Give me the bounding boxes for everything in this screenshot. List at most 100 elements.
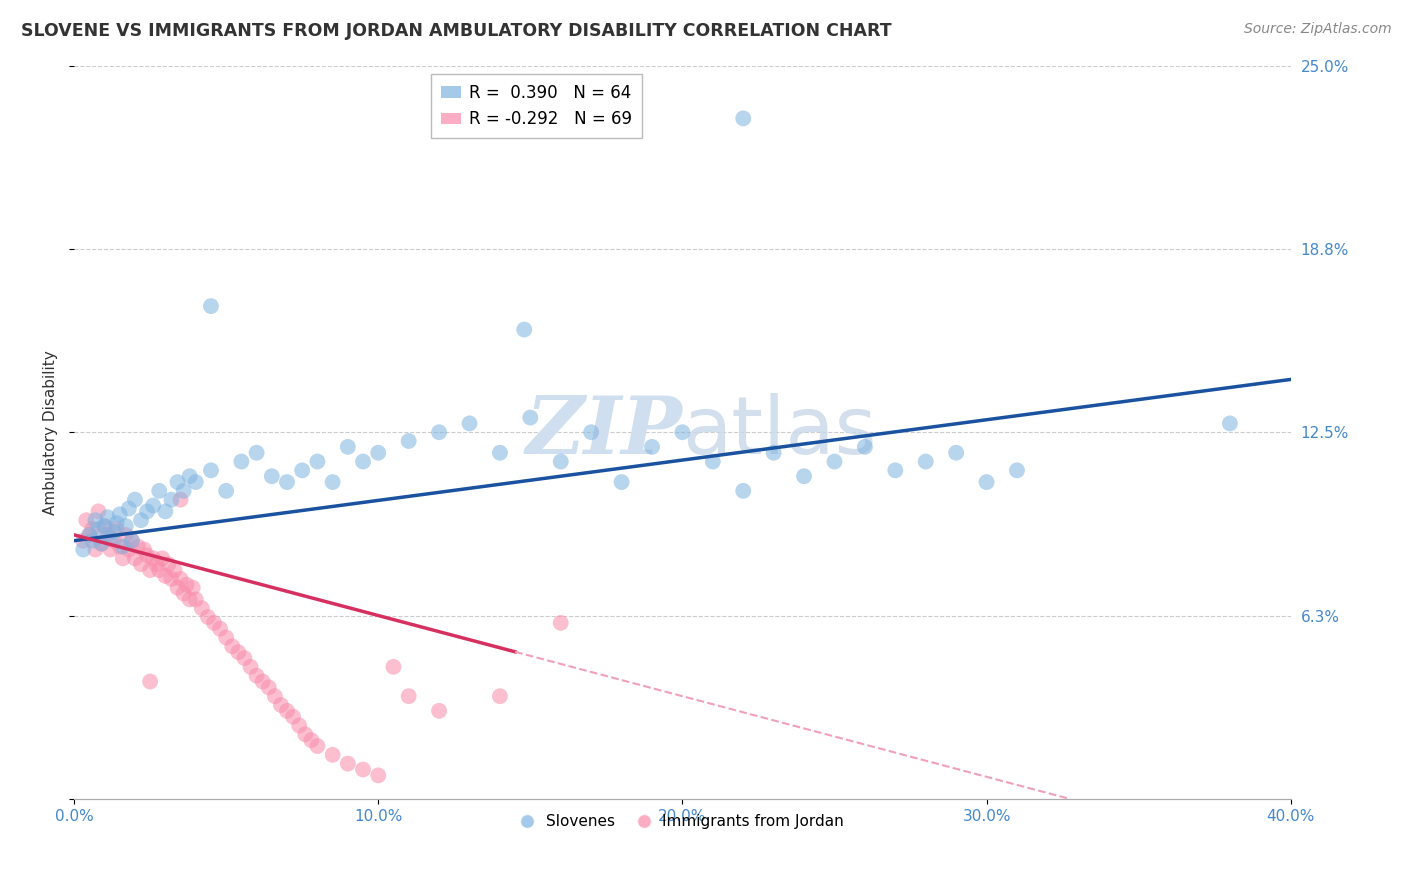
Point xyxy=(200,463,222,477)
Point xyxy=(142,499,165,513)
Y-axis label: Ambulatory Disability: Ambulatory Disability xyxy=(44,350,58,515)
Point xyxy=(671,425,693,440)
Point xyxy=(291,463,314,477)
Point xyxy=(884,463,907,477)
Point xyxy=(733,483,755,498)
Point xyxy=(824,454,846,468)
Point xyxy=(352,763,374,777)
Point xyxy=(127,540,149,554)
Point xyxy=(82,522,104,536)
Point xyxy=(148,563,170,577)
Point xyxy=(103,533,125,548)
Point xyxy=(231,454,253,468)
Point xyxy=(519,410,541,425)
Point xyxy=(299,733,322,747)
Point xyxy=(129,558,152,572)
Point xyxy=(166,475,188,489)
Point xyxy=(155,569,177,583)
Point xyxy=(150,551,173,566)
Point xyxy=(762,446,785,460)
Point xyxy=(114,519,136,533)
Point xyxy=(155,504,177,518)
Point xyxy=(103,524,125,539)
Point xyxy=(184,592,207,607)
Point xyxy=(270,698,292,712)
Legend: Slovenes, Immigrants from Jordan: Slovenes, Immigrants from Jordan xyxy=(515,808,849,835)
Point xyxy=(733,112,755,126)
Point xyxy=(105,516,128,530)
Point xyxy=(87,522,110,536)
Point xyxy=(169,492,191,507)
Point xyxy=(124,551,146,566)
Point xyxy=(173,483,195,498)
Point xyxy=(200,299,222,313)
Point xyxy=(118,542,141,557)
Point xyxy=(458,417,481,431)
Point xyxy=(166,581,188,595)
Text: Source: ZipAtlas.com: Source: ZipAtlas.com xyxy=(1244,22,1392,37)
Point xyxy=(550,454,572,468)
Point xyxy=(288,718,311,732)
Point xyxy=(513,322,536,336)
Point xyxy=(157,558,180,572)
Point xyxy=(93,519,115,533)
Point xyxy=(489,446,512,460)
Point xyxy=(111,551,134,566)
Point xyxy=(245,446,267,460)
Point xyxy=(336,756,359,771)
Point xyxy=(610,475,633,489)
Point xyxy=(169,572,191,586)
Point xyxy=(367,768,389,782)
Point xyxy=(139,674,162,689)
Point xyxy=(75,513,97,527)
Point xyxy=(139,563,162,577)
Point xyxy=(352,454,374,468)
Point xyxy=(1005,463,1028,477)
Point xyxy=(148,483,170,498)
Point xyxy=(228,645,250,659)
Point xyxy=(276,475,298,489)
Point xyxy=(550,615,572,630)
Point xyxy=(181,581,204,595)
Point xyxy=(121,533,143,548)
Point xyxy=(398,689,420,703)
Point xyxy=(427,704,450,718)
Point xyxy=(136,504,159,518)
Point xyxy=(945,446,967,460)
Point xyxy=(87,504,110,518)
Point xyxy=(221,640,243,654)
Point xyxy=(108,540,131,554)
Point xyxy=(294,727,316,741)
Text: atlas: atlas xyxy=(682,393,877,471)
Point xyxy=(245,668,267,682)
Point xyxy=(1219,417,1241,431)
Text: SLOVENE VS IMMIGRANTS FROM JORDAN AMBULATORY DISABILITY CORRELATION CHART: SLOVENE VS IMMIGRANTS FROM JORDAN AMBULA… xyxy=(21,22,891,40)
Point xyxy=(111,540,134,554)
Text: ZIP: ZIP xyxy=(526,393,682,471)
Point xyxy=(72,542,94,557)
Point xyxy=(489,689,512,703)
Point xyxy=(215,631,238,645)
Point xyxy=(84,542,107,557)
Point xyxy=(641,440,664,454)
Point xyxy=(136,549,159,563)
Point xyxy=(215,483,238,498)
Point xyxy=(281,709,304,723)
Point xyxy=(105,522,128,536)
Point xyxy=(82,533,104,548)
Point xyxy=(72,533,94,548)
Point xyxy=(163,563,186,577)
Point xyxy=(108,508,131,522)
Point xyxy=(96,510,118,524)
Point xyxy=(79,528,101,542)
Point xyxy=(307,454,329,468)
Point xyxy=(179,469,201,483)
Point xyxy=(202,615,225,630)
Point xyxy=(79,528,101,542)
Point xyxy=(257,681,280,695)
Point xyxy=(307,739,329,753)
Point xyxy=(114,528,136,542)
Point xyxy=(260,469,283,483)
Point xyxy=(398,434,420,448)
Point xyxy=(93,519,115,533)
